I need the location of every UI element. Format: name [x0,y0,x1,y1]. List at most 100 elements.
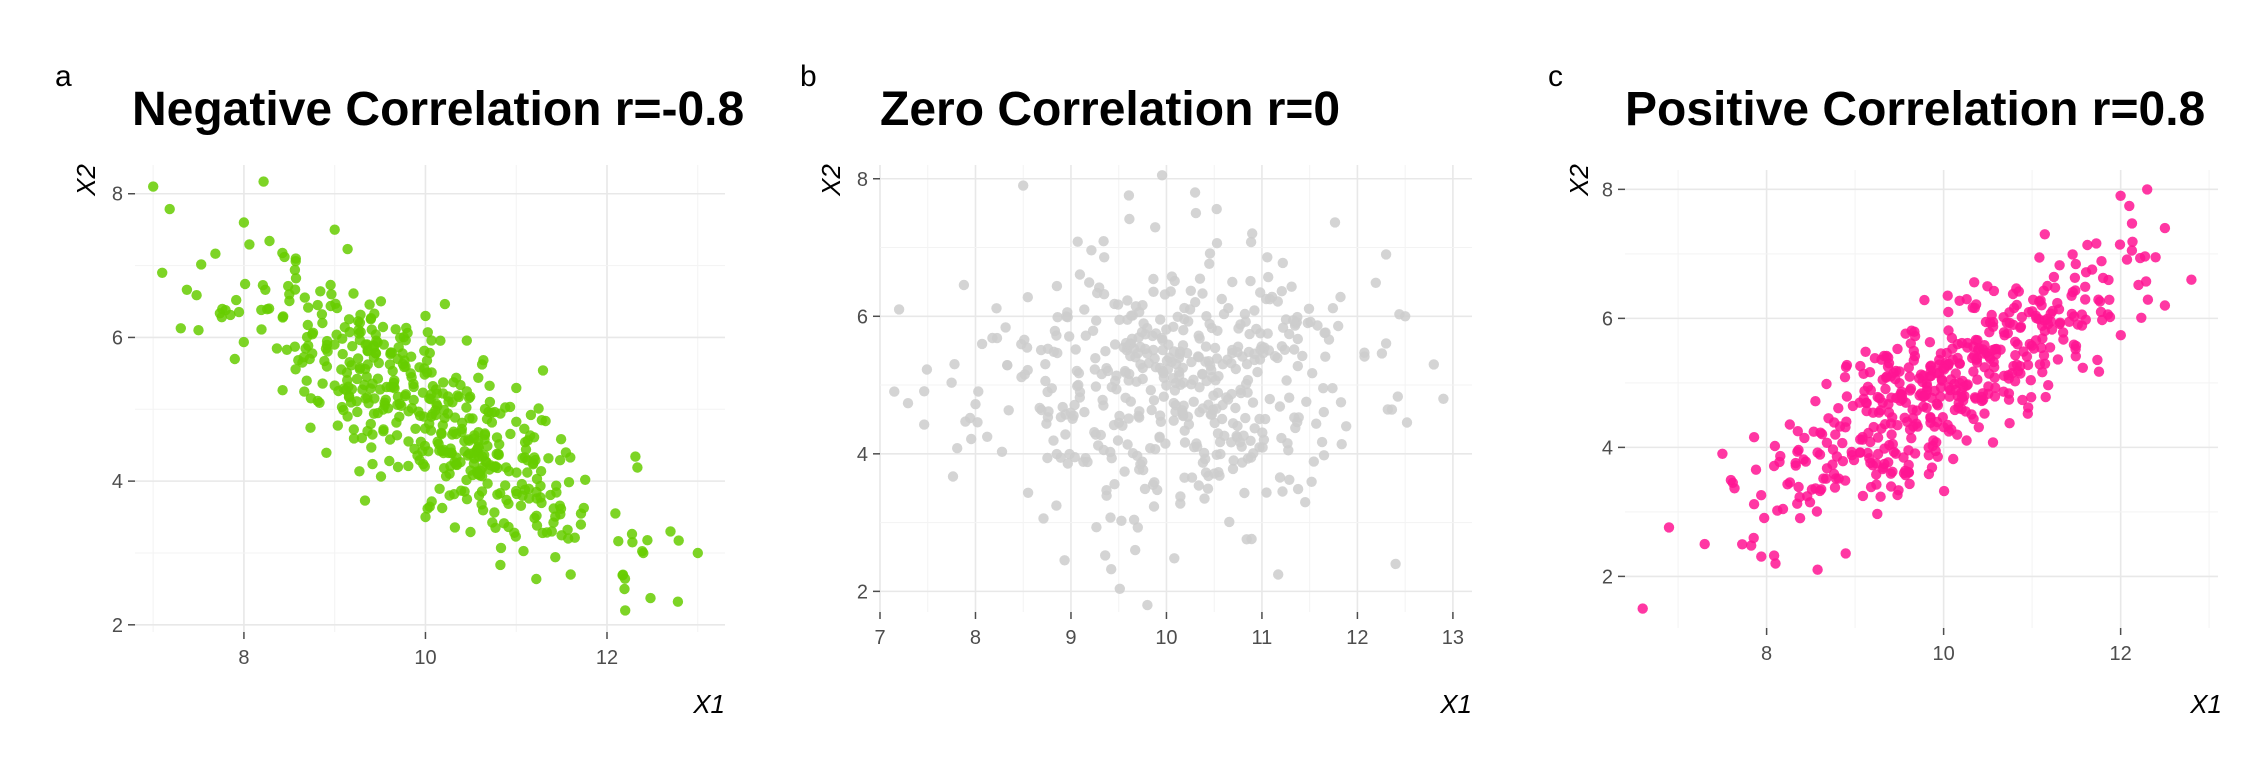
data-point [1663,522,1675,533]
data-point [1918,391,1930,402]
data-point [1977,394,1989,405]
data-point [1390,558,1401,570]
data-point [1301,396,1312,407]
data-point [565,569,576,580]
data-point [548,517,559,528]
data-point [1329,217,1341,228]
data-point [1154,410,1166,421]
data-point [1292,483,1304,495]
x-axis-label: X1 [1439,689,1472,719]
data-point [465,465,476,476]
data-point [2036,300,2047,311]
data-point [535,466,547,477]
data-point [1124,213,1135,225]
data-point [548,503,559,514]
data-point [438,404,450,416]
data-point [1833,403,1844,414]
data-point [305,422,316,433]
data-point [1079,304,1090,315]
x-tick-label: 10 [1933,643,1955,665]
data-point [613,536,624,547]
data-point [1382,404,1394,415]
data-point [427,381,439,392]
data-point [487,517,498,528]
data-point [2058,334,2069,345]
data-point [511,416,522,427]
data-point [510,531,521,542]
data-point [491,432,503,443]
data-point [1239,308,1251,320]
data-point [551,487,562,498]
data-point [1158,367,1169,379]
data-point [359,379,370,391]
data-point [1211,238,1223,249]
data-point [384,455,395,467]
x-tick-label: 10 [414,647,436,669]
data-point [1968,350,1980,361]
data-point [642,535,653,546]
data-point [523,493,535,504]
data-point [1794,491,1805,503]
data-point [1214,436,1226,448]
data-point [1284,392,1295,403]
data-point [1062,458,1074,469]
data-point [578,502,589,514]
data-point [1756,551,1767,562]
data-point [315,286,326,297]
data-point [375,471,387,482]
data-point [1911,405,1923,416]
data-point [1784,419,1796,430]
data-point [403,406,414,417]
data-point [1246,533,1257,545]
data-point [1943,306,1954,318]
data-point [2070,258,2081,270]
y-tick-label: 2 [112,615,123,637]
data-point [1790,457,1801,469]
data-point [438,377,449,388]
data-point [385,381,396,393]
data-point [1211,449,1222,460]
data-point [1793,481,1804,493]
data-point [495,559,506,571]
data-point [1969,277,1980,288]
data-point [329,224,340,235]
y-axis-label: X2 [71,164,101,197]
data-point [533,403,544,414]
data-point [322,346,333,357]
data-point [459,446,470,457]
data-point [281,344,293,355]
data-point [1100,550,1111,561]
data-point [1226,437,1237,448]
data-point [1247,228,1258,239]
data-point [630,451,641,462]
data-point [290,256,301,267]
data-point [1320,327,1331,338]
data-point [1155,314,1166,325]
data-point [477,505,489,516]
data-point [1875,491,1886,502]
data-point [1872,432,1884,443]
data-point [1983,381,1994,392]
data-point [1923,442,1934,453]
data-point [511,488,522,500]
data-point [1178,325,1189,336]
data-point [1883,407,1895,418]
data-point [238,336,249,348]
data-point [1792,446,1803,457]
data-point [489,406,500,418]
data-point [1911,418,1922,429]
data-point [412,450,423,461]
data-point [1154,432,1165,443]
data-point [1808,426,1819,437]
panel-label: b [800,60,817,93]
data-point [2044,342,2056,353]
data-point [2010,350,2021,361]
data-point [1002,360,1013,371]
data-point [1194,382,1205,393]
data-point [1794,513,1806,524]
data-point [1157,344,1168,356]
data-point [1925,361,1936,372]
data-point [2114,239,2126,250]
data-point [403,460,414,472]
data-point [367,429,378,440]
